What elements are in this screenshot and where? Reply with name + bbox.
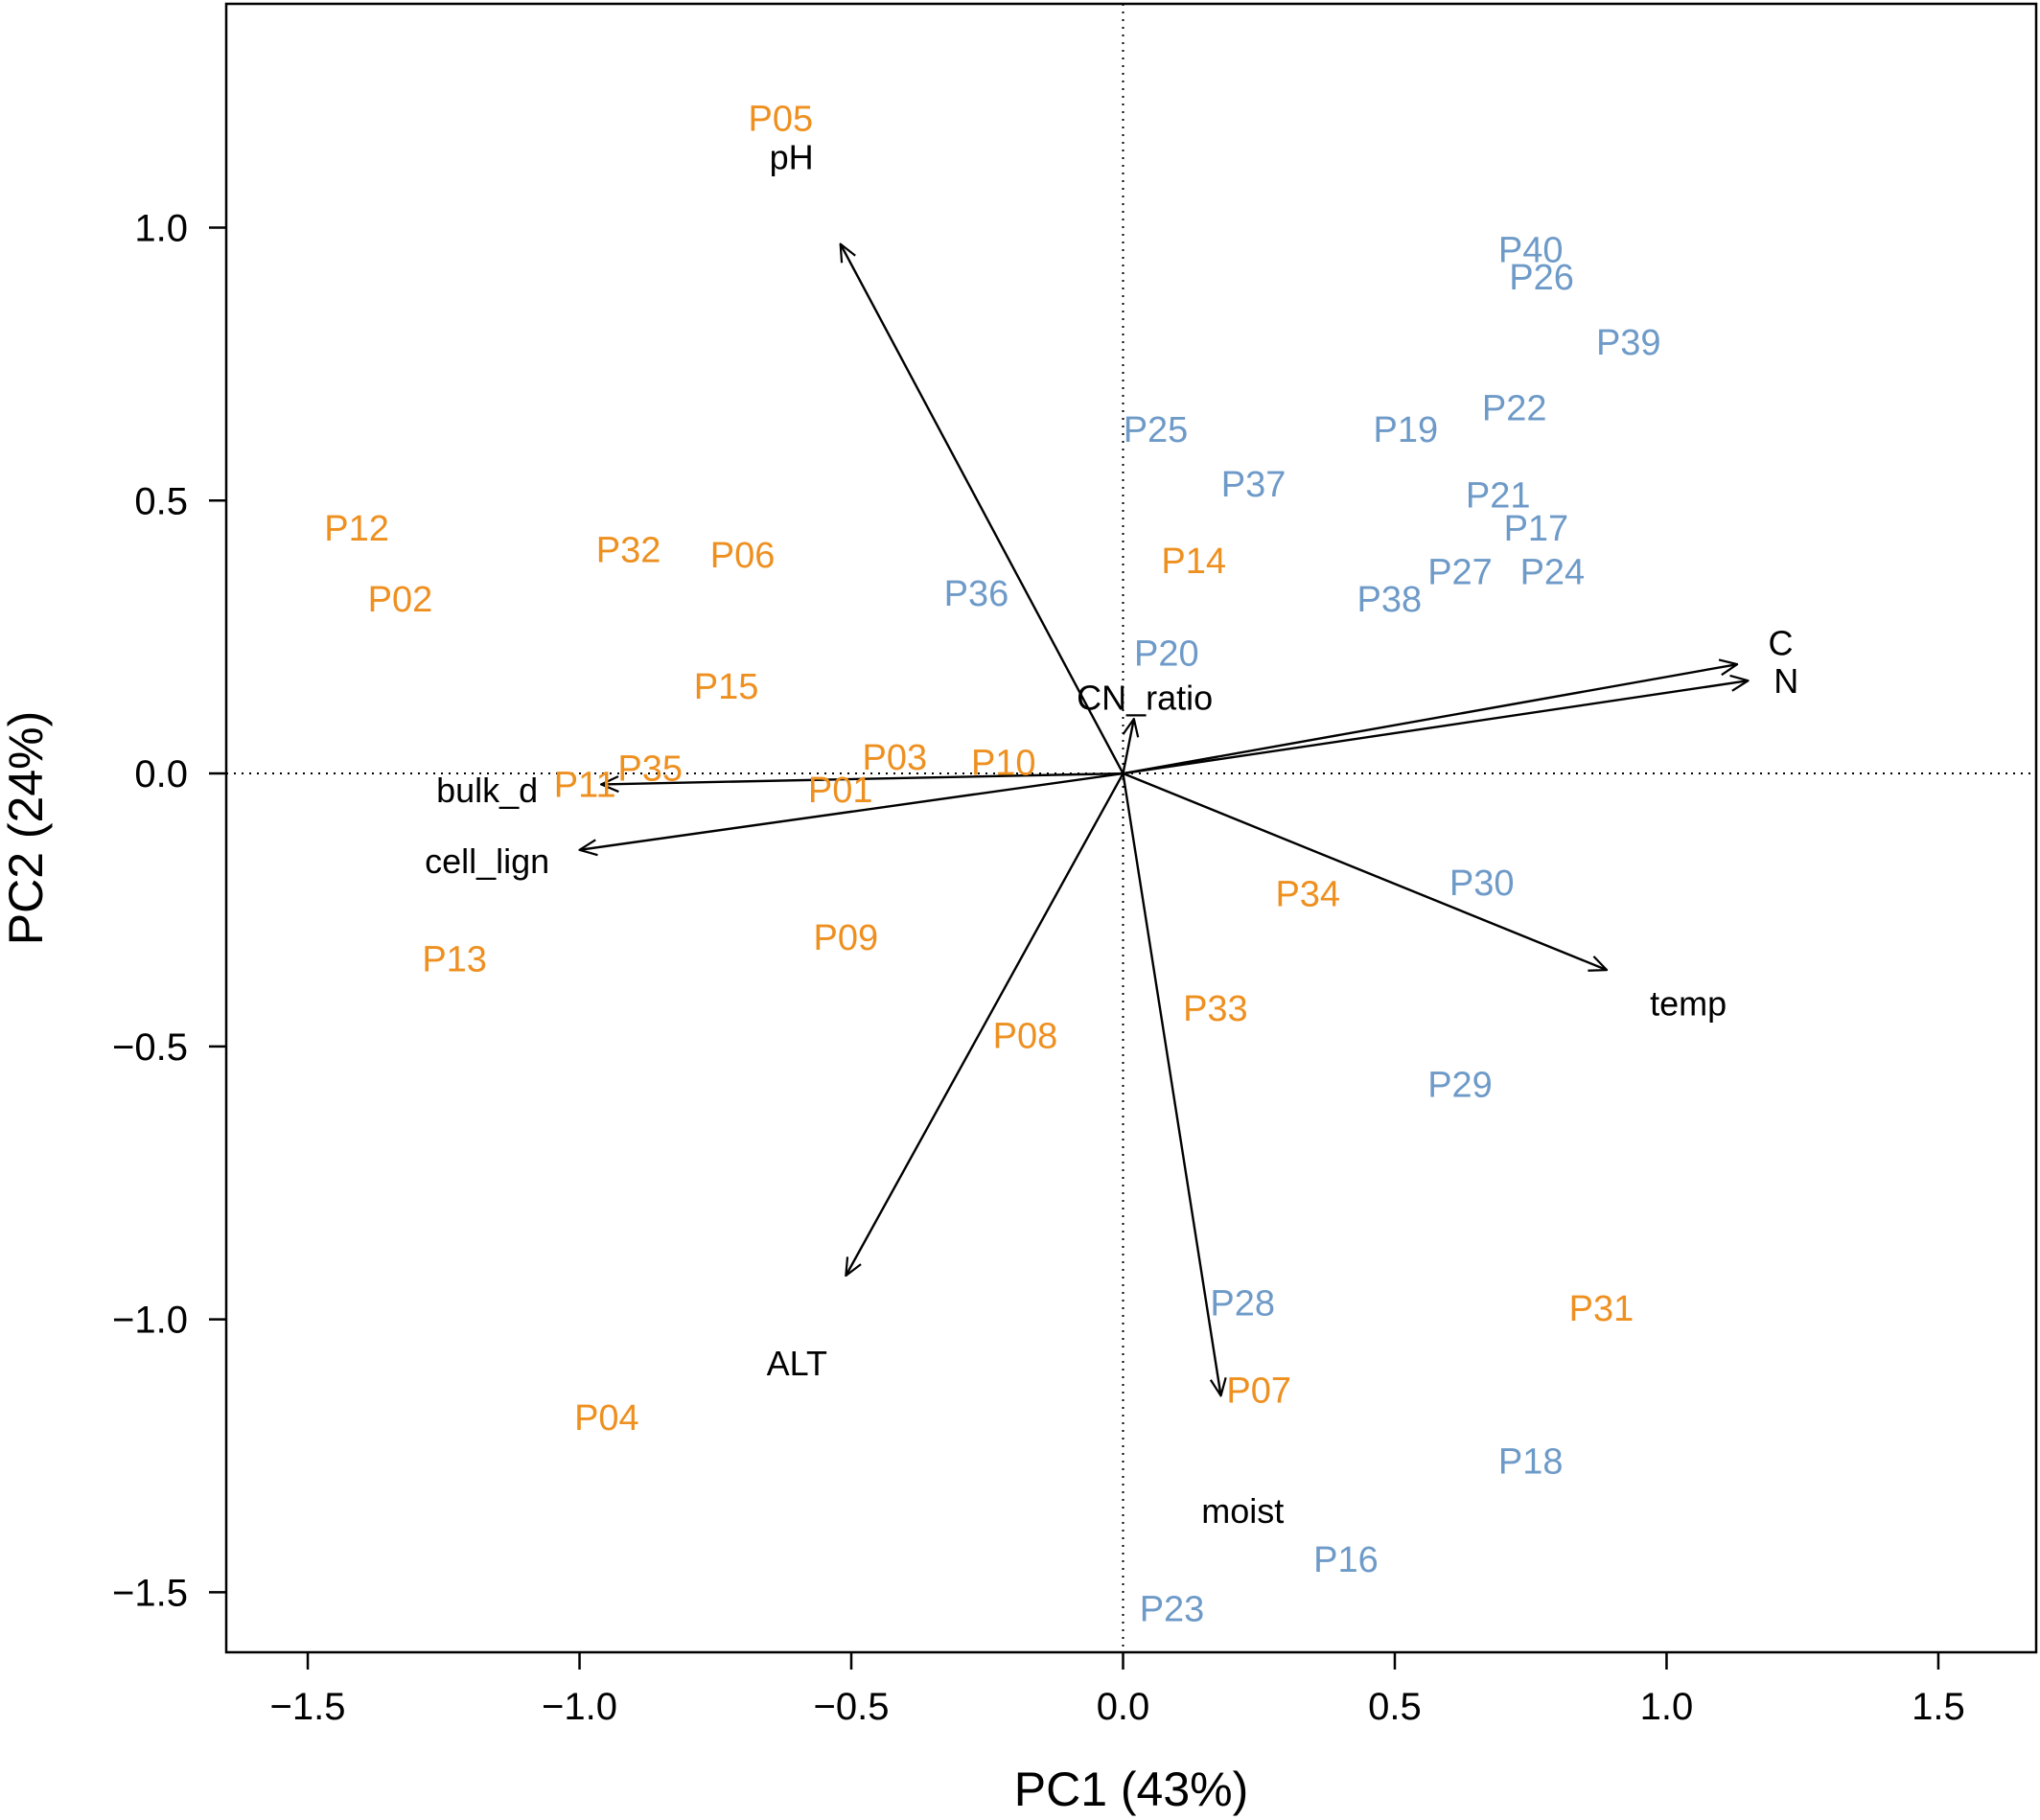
vector-label-n: N	[1773, 661, 1798, 701]
point-p27: P27	[1427, 552, 1493, 592]
point-p06: P06	[710, 536, 776, 576]
vector-arrow-cn-ratio	[1122, 719, 1133, 774]
vector-arrow-bulk-d	[601, 772, 1124, 784]
plot-frame	[224, 2, 2038, 1654]
point-p13: P13	[422, 940, 487, 980]
point-p40: P40	[1498, 230, 1564, 270]
vector-label-cell-lign: cell_lign	[425, 841, 549, 881]
point-p14: P14	[1161, 541, 1226, 582]
point-p17: P17	[1504, 509, 1569, 549]
point-p20: P20	[1134, 634, 1199, 675]
point-p26: P26	[1509, 258, 1574, 298]
point-p05: P05	[748, 100, 813, 140]
point-p15: P15	[694, 667, 759, 707]
y-tick-label: −1.5	[112, 1572, 188, 1614]
vector-arrow-moist	[1122, 772, 1220, 1395]
y-tick-label: 0.0	[134, 753, 188, 795]
vector-label-cn-ratio: CN_ratio	[1077, 678, 1213, 717]
x-tick-label: 0.0	[1097, 1686, 1150, 1728]
point-p38: P38	[1356, 580, 1422, 620]
point-p04: P04	[574, 1398, 639, 1439]
point-p21: P21	[1466, 476, 1531, 517]
point-p33: P33	[1183, 989, 1248, 1029]
point-p35: P35	[617, 749, 683, 789]
x-axis: −1.5 −1.0 −0.5 0.0 0.5 1.0 1.5	[270, 1652, 1965, 1728]
point-p23: P23	[1140, 1589, 1205, 1629]
x-tick-label: −0.5	[814, 1686, 890, 1728]
point-p29: P29	[1427, 1066, 1493, 1106]
point-p31: P31	[1569, 1289, 1634, 1329]
vector-label-c: C	[1769, 623, 1794, 662]
reference-lines	[226, 4, 2036, 1652]
point-p12: P12	[324, 509, 389, 549]
point-p28: P28	[1210, 1283, 1275, 1324]
x-tick-label: −1.5	[270, 1686, 346, 1728]
point-p36: P36	[944, 574, 1009, 614]
point-p10: P10	[971, 744, 1036, 784]
x-tick-label: 1.5	[1912, 1686, 1965, 1728]
point-p01: P01	[808, 771, 873, 811]
x-tick-label: 1.0	[1640, 1686, 1694, 1728]
point-p32: P32	[596, 531, 661, 571]
vector-label-moist: moist	[1201, 1491, 1284, 1531]
point-p02: P02	[368, 580, 433, 620]
point-p34: P34	[1275, 874, 1340, 914]
point-p39: P39	[1596, 323, 1661, 363]
vector-label-alt: ALT	[767, 1344, 827, 1383]
vector-label-bulk-d: bulk_d	[436, 771, 538, 810]
point-p19: P19	[1374, 410, 1439, 450]
point-p22: P22	[1482, 388, 1547, 428]
point-p11: P11	[554, 765, 616, 805]
point-p24: P24	[1520, 552, 1586, 592]
point-p16: P16	[1313, 1540, 1379, 1580]
vector-label-ph: pH	[770, 137, 814, 176]
x-tick-label: 0.5	[1368, 1686, 1422, 1728]
x-tick-label: −1.0	[542, 1686, 617, 1728]
x-axis-title: PC1 (43%)	[1014, 1762, 1249, 1816]
point-p18: P18	[1498, 1442, 1564, 1483]
vector-arrow-n	[1123, 680, 1748, 775]
point-p08: P08	[993, 1016, 1058, 1056]
point-p03: P03	[863, 738, 928, 778]
vector-arrow-cell-lign	[580, 772, 1124, 850]
vector-arrow-temp	[1123, 772, 1607, 970]
vector-label-temp: temp	[1650, 983, 1727, 1023]
y-tick-label: 1.0	[134, 208, 188, 250]
point-p30: P30	[1449, 864, 1515, 904]
y-tick-label: −1.0	[112, 1300, 188, 1342]
point-p07: P07	[1226, 1371, 1291, 1412]
y-axis-title: PC2 (24%)	[0, 711, 53, 946]
vector-arrow-alt	[846, 772, 1124, 1276]
vector-arrow-ph	[841, 244, 1124, 774]
y-tick-label: −0.5	[112, 1026, 188, 1069]
point-p25: P25	[1124, 410, 1189, 450]
point-p09: P09	[814, 918, 879, 958]
y-tick-label: 0.5	[134, 480, 188, 522]
vector-arrow-c	[1123, 664, 1737, 775]
y-axis: −1.5 −1.0 −0.5 0.0 0.5 1.0	[112, 208, 226, 1614]
point-p37: P37	[1221, 465, 1287, 505]
